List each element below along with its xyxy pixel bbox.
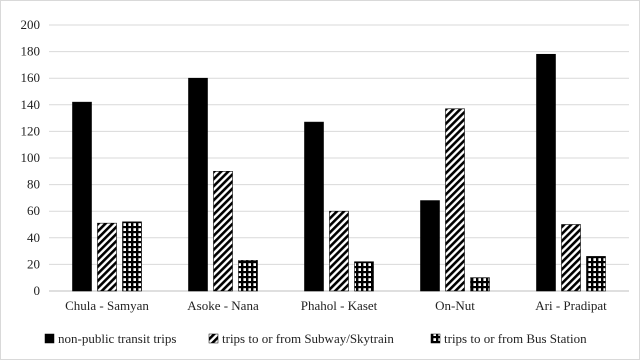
y-tick-label: 160 [21, 70, 41, 85]
bar-grid [470, 277, 490, 292]
bar-solid [304, 121, 324, 292]
bar-grid [354, 261, 374, 292]
bar-diagonal [329, 210, 349, 292]
y-tick-label: 100 [21, 150, 41, 165]
bar-solid [536, 53, 556, 292]
bar-solid [420, 200, 440, 292]
x-category-label: Asoke - Nana [187, 298, 259, 313]
y-tick-label: 180 [21, 44, 41, 59]
bar-grid [586, 256, 606, 292]
legend-swatch [208, 333, 219, 344]
bar-diagonal [561, 224, 581, 292]
bar-diagonal [213, 171, 233, 292]
y-tick-label: 20 [27, 256, 40, 271]
x-category-label: On-Nut [435, 298, 475, 313]
y-tick-label: 120 [21, 123, 41, 138]
y-tick-label: 60 [27, 203, 40, 218]
y-tick-label: 40 [27, 230, 40, 245]
y-tick-label: 200 [21, 17, 41, 32]
bar-diagonal [97, 222, 117, 292]
x-category-label: Chula - Samyan [65, 298, 149, 313]
x-category-label: Phahol - Kaset [301, 298, 378, 313]
bar-solid [188, 77, 208, 292]
legend-label: non-public transit trips [58, 331, 176, 346]
bar-diagonal [445, 108, 465, 292]
bar-grid [238, 260, 258, 292]
x-category-label: Ari - Pradipat [535, 298, 607, 313]
y-tick-label: 140 [21, 97, 41, 112]
legend-label: trips to or from Bus Station [444, 331, 587, 346]
y-tick-label: 0 [34, 283, 41, 298]
bar-grid [122, 221, 142, 292]
bar-solid [72, 101, 92, 292]
y-tick-label: 80 [27, 177, 40, 192]
legend-swatch [430, 333, 441, 344]
legend-swatch [44, 333, 55, 344]
legend-label: trips to or from Subway/Skytrain [222, 331, 394, 346]
